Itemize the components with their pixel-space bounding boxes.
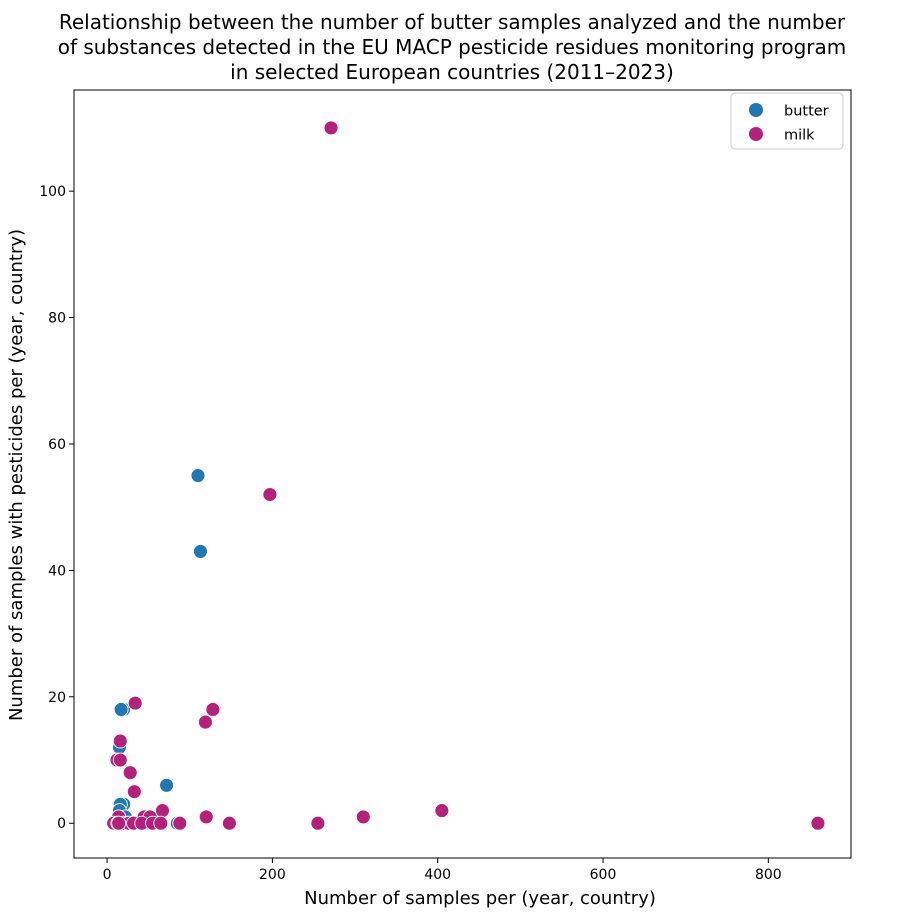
legend-marker-butter [749, 103, 763, 117]
x-tick-label: 800 [755, 867, 782, 883]
x-axis: 0 200 400 600 800 [103, 858, 782, 883]
milk-point [122, 765, 138, 781]
butter-point [159, 777, 175, 793]
chart-title: Relationship between the number of butte… [58, 10, 847, 84]
butter-point [113, 702, 129, 717]
plot-area [73, 89, 852, 859]
y-axis: 0 20 40 60 80 100 [39, 184, 74, 832]
milk-point [810, 815, 826, 831]
milk-point [153, 815, 169, 831]
x-tick-label: 600 [590, 867, 617, 883]
milk-point [112, 752, 128, 768]
milk-point [434, 803, 450, 819]
y-tick-label: 80 [48, 311, 66, 327]
series-milk [106, 120, 826, 831]
milk-point [323, 120, 339, 136]
chart-title-line-2: of substances detected in the EU MACP pe… [58, 35, 847, 59]
legend-marker-milk [749, 127, 763, 141]
milk-point [221, 815, 237, 831]
milk-point [310, 815, 326, 831]
milk-point [127, 695, 143, 711]
milk-point [197, 714, 213, 730]
chart-title-line-1: Relationship between the number of butte… [59, 10, 846, 34]
butter-point [190, 468, 206, 484]
series-butter [106, 468, 208, 831]
milk-point [111, 815, 127, 831]
milk-point [126, 784, 142, 800]
y-tick-label: 60 [48, 437, 66, 453]
y-tick-label: 0 [57, 816, 66, 832]
data-points [106, 120, 826, 831]
milk-point [262, 487, 278, 502]
x-tick-label: 0 [103, 867, 112, 883]
y-tick-label: 40 [48, 563, 66, 579]
y-axis-label: Number of samples with pesticides per (y… [6, 229, 27, 721]
legend: butter milk [730, 92, 844, 150]
milk-point [112, 733, 128, 749]
legend-label-butter: butter [784, 104, 829, 120]
y-tick-label: 20 [48, 690, 66, 706]
chart-title-line-3: in selected European countries (2011–202… [230, 60, 674, 84]
milk-point [172, 815, 188, 831]
milk-point [355, 809, 371, 825]
x-axis-label: Number of samples per (year, country) [304, 888, 656, 909]
legend-label-milk: milk [784, 128, 815, 144]
x-tick-label: 200 [259, 867, 286, 883]
milk-point [154, 803, 170, 819]
milk-point [198, 809, 214, 825]
y-tick-label: 100 [39, 184, 66, 200]
milk-point [205, 702, 221, 717]
butter-point [193, 543, 208, 559]
x-tick-label: 400 [424, 867, 451, 883]
